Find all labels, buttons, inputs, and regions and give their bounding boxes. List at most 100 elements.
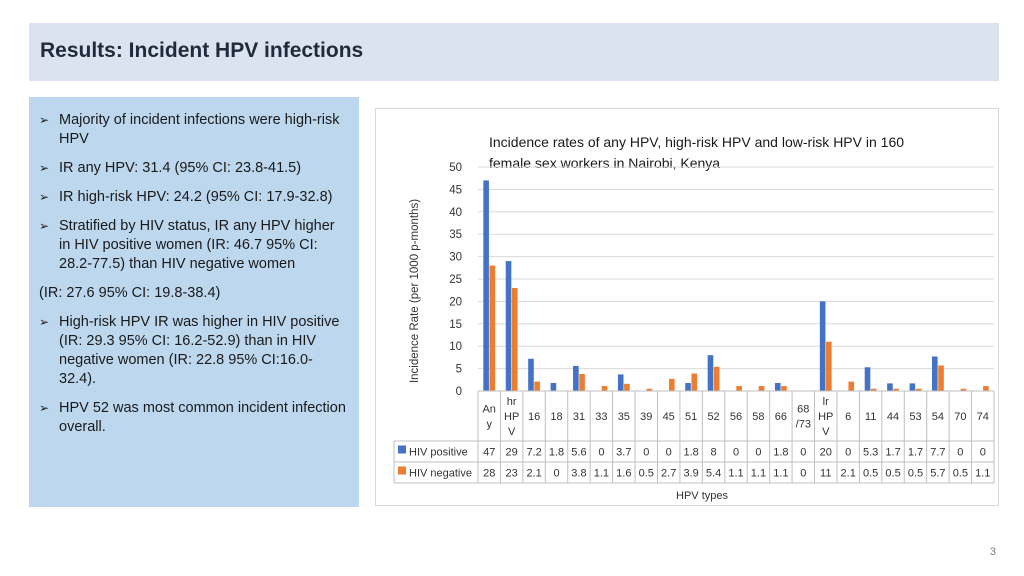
data-table-value: 0.5 (885, 468, 900, 480)
bar-hiv-negative (511, 287, 518, 391)
chart-area: Incidence rates of any HPV, high-risk HP… (375, 108, 999, 506)
bar-hiv-negative (646, 388, 653, 391)
data-table-value: 1.8 (773, 447, 788, 459)
bar-hiv-negative (983, 386, 989, 391)
data-table-value: 0 (643, 447, 649, 459)
slide-title: Results: Incident HPV infections (40, 39, 364, 62)
bullet-text: IR any HPV: 31.4 (95% CI: 23.8-41.5) (59, 160, 302, 176)
bullet-item: ➢ IR high-risk HPV: 24.2 (95% CI: 17.9-32… (39, 188, 349, 207)
data-table-value: 0 (845, 447, 851, 459)
data-table-value: 2.7 (661, 468, 676, 480)
data-table-value: 28 (483, 468, 495, 480)
arrow-bullet-icon: ➢ (39, 190, 50, 204)
x-category-label: 51 (685, 411, 697, 423)
bullet-text: HPV 52 was most common incident infectio… (59, 400, 346, 435)
bar-hiv-negative (579, 373, 585, 391)
x-category-label: 70 (954, 411, 966, 423)
data-table-value: 1.8 (549, 447, 564, 459)
x-category-label: 54 (932, 411, 944, 423)
y-tick-label: 0 (456, 386, 462, 398)
bullet-text: (IR: 27.6 95% CI: 19.8-38.4) (39, 285, 221, 301)
incidence-bar-chart: Incidence rates of any HPV, high-risk HP… (393, 134, 995, 502)
x-category-label: 33 (595, 411, 607, 423)
data-table-value: 0 (800, 468, 806, 480)
x-category-label: 68 (797, 404, 809, 416)
data-table-value: 5.7 (930, 468, 945, 480)
x-category-label: /73 (796, 419, 811, 431)
y-tick-label: 30 (449, 252, 462, 264)
x-category-label: 52 (707, 411, 719, 423)
bullet-text: Majority of incident infections were hig… (59, 112, 340, 147)
bar-hiv-negative (915, 388, 922, 391)
y-axis-label: Incidence Rate (per 1000 p-months) (409, 199, 421, 383)
bullet-text: IR high-risk HPV: 24.2 (95% CI: 17.9-32.… (59, 189, 333, 205)
data-table-value: 1.1 (975, 468, 990, 480)
x-category-label: 11 (865, 411, 876, 423)
x-category-label: 56 (730, 411, 742, 423)
x-category-label: An (482, 404, 495, 416)
data-table-value: 20 (820, 447, 832, 459)
y-tick-label: 20 (449, 296, 462, 308)
bar-hiv-negative (601, 386, 608, 391)
data-table-value: 0 (598, 447, 604, 459)
bullet-item: ➢ Majority of incident infections were hi… (39, 111, 349, 149)
x-category-label: 74 (977, 411, 989, 423)
arrow-bullet-icon: ➢ (39, 219, 50, 233)
x-category-label: hr (507, 396, 517, 408)
bar-hiv-positive (685, 382, 691, 391)
bar-hiv-negative (624, 383, 630, 391)
x-category-label: HP (504, 411, 519, 423)
arrow-bullet-icon: ➢ (39, 315, 50, 329)
bar-hiv-positive (909, 383, 916, 391)
chart-title-line: Incidence rates of any HPV, high-risk HP… (489, 134, 904, 150)
bullet-item: ➢ Stratified by HIV status, IR any HPV hi… (39, 217, 349, 274)
x-category-label: 58 (752, 411, 764, 423)
bar-hiv-negative (870, 388, 877, 391)
bar-hiv-positive (819, 301, 826, 391)
chart-title-line: female sex workers in Nairobi, Kenya (489, 155, 720, 171)
data-table-value: 1.1 (751, 468, 766, 480)
data-table-value: 0 (980, 447, 986, 459)
y-tick-label: 35 (449, 229, 462, 241)
bar-hiv-negative (668, 378, 675, 391)
y-tick-labels: 0 5 10 15 20 25 30 35 40 45 50 (449, 162, 462, 398)
y-tick-label: 50 (449, 162, 462, 174)
y-tick-label: 45 (449, 184, 462, 196)
data-table-value: 2.1 (841, 468, 856, 480)
bullet-panel: ➢ Majority of incident infections were hi… (29, 97, 359, 507)
chart-title: Incidence rates of any HPV, high-risk HP… (489, 134, 908, 171)
data-table-value: 1.1 (728, 468, 743, 480)
bar-hiv-negative (736, 386, 742, 391)
bar-hiv-negative (691, 373, 698, 391)
data-table-value: 5.3 (863, 447, 878, 459)
bar-hiv-negative (960, 388, 967, 391)
y-tick-label: 40 (449, 207, 462, 219)
data-table-value: 7.7 (930, 447, 945, 459)
data-table-value: 8 (711, 447, 717, 459)
data-table-value: 29 (506, 447, 518, 459)
arrow-bullet-icon: ➢ (39, 401, 50, 415)
data-table-value: 1.6 (616, 468, 631, 480)
data-table-value: 1.1 (773, 468, 788, 480)
data-table-value: 3.9 (683, 468, 698, 480)
bar-hiv-negative (489, 265, 496, 391)
bar-hiv-negative (534, 381, 540, 391)
gridlines (478, 166, 994, 392)
bar-hiv-positive (887, 383, 893, 391)
legend-series-name: HIV negative (409, 468, 472, 480)
bar-hiv-negative (938, 365, 944, 391)
data-table-value: 0.5 (639, 468, 654, 480)
bar-hiv-positive (932, 356, 938, 391)
data-table-value: 0 (755, 447, 761, 459)
data-table-value: 5.6 (571, 447, 586, 459)
x-category-label: 6 (845, 411, 851, 423)
bullet-item: ➢ HPV 52 was most common incident infecti… (39, 399, 349, 437)
bar-hiv-positive (573, 365, 579, 391)
data-table-value: 1.7 (908, 447, 923, 459)
data-table-value: 0 (733, 447, 739, 459)
bar-hiv-positive (774, 382, 781, 391)
bar-hiv-positive (864, 367, 871, 391)
data-table-value: 0.5 (863, 468, 878, 480)
x-category-label: 18 (550, 411, 562, 423)
bar-series (483, 180, 989, 391)
